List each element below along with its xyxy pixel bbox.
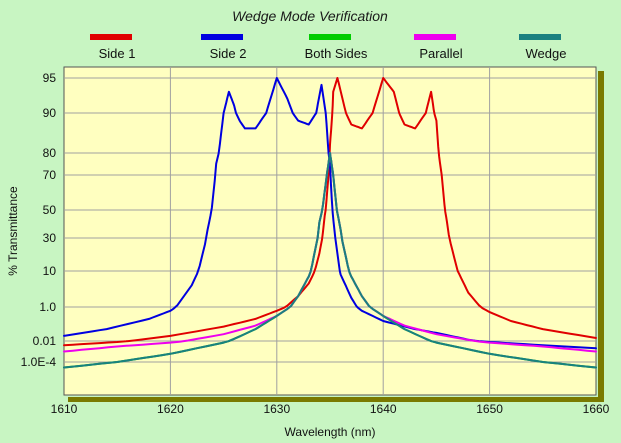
x-tick-label: 1620 bbox=[157, 402, 184, 416]
legend-swatch bbox=[90, 34, 132, 40]
y-tick-label: 70 bbox=[43, 168, 57, 182]
legend-label: Side 2 bbox=[210, 46, 247, 61]
legend-swatch bbox=[414, 34, 456, 40]
x-tick-label: 1610 bbox=[51, 402, 78, 416]
legend: Side 1 Side 2 Both Sides Parallel Wedge bbox=[90, 34, 566, 61]
legend-swatch bbox=[201, 34, 243, 40]
x-tick-label: 1650 bbox=[476, 402, 503, 416]
frame-shadow-bottom bbox=[68, 397, 604, 402]
x-tick-label: 1640 bbox=[370, 402, 397, 416]
y-axis-label: % Transmittance bbox=[6, 186, 20, 276]
legend-label: Both Sides bbox=[305, 46, 368, 61]
x-tick-label: 1660 bbox=[583, 402, 610, 416]
legend-label: Parallel bbox=[419, 46, 462, 61]
series-line-side-1 bbox=[63, 77, 597, 347]
x-axis-ticks: 1610 1620 1630 1640 1650 1660 bbox=[51, 402, 610, 416]
y-tick-label: 1.0E-4 bbox=[21, 355, 57, 369]
y-tick-label: 95 bbox=[43, 71, 57, 85]
chart-title: Wedge Mode Verification bbox=[232, 8, 388, 24]
grid bbox=[64, 67, 596, 395]
legend-label: Side 1 bbox=[99, 46, 136, 61]
y-tick-label: 50 bbox=[43, 203, 57, 217]
series-line-wedge bbox=[63, 152, 597, 369]
series-group bbox=[63, 77, 597, 369]
x-tick-label: 1630 bbox=[263, 402, 290, 416]
y-tick-label: 1.0 bbox=[39, 300, 56, 314]
y-tick-label: 80 bbox=[43, 146, 57, 160]
y-tick-label: 30 bbox=[43, 231, 57, 245]
y-axis-ticks: 95 90 80 70 50 30 10 1.0 0.01 1.0E-4 bbox=[21, 71, 57, 369]
y-tick-label: 0.01 bbox=[33, 334, 57, 348]
x-axis-label: Wavelength (nm) bbox=[285, 425, 376, 439]
plot-area bbox=[63, 66, 597, 396]
legend-swatch bbox=[519, 34, 561, 40]
y-tick-label: 90 bbox=[43, 106, 57, 120]
legend-label: Wedge bbox=[526, 46, 567, 61]
y-tick-label: 10 bbox=[43, 264, 57, 278]
frame-shadow-right bbox=[598, 71, 604, 397]
legend-swatch bbox=[309, 34, 351, 40]
